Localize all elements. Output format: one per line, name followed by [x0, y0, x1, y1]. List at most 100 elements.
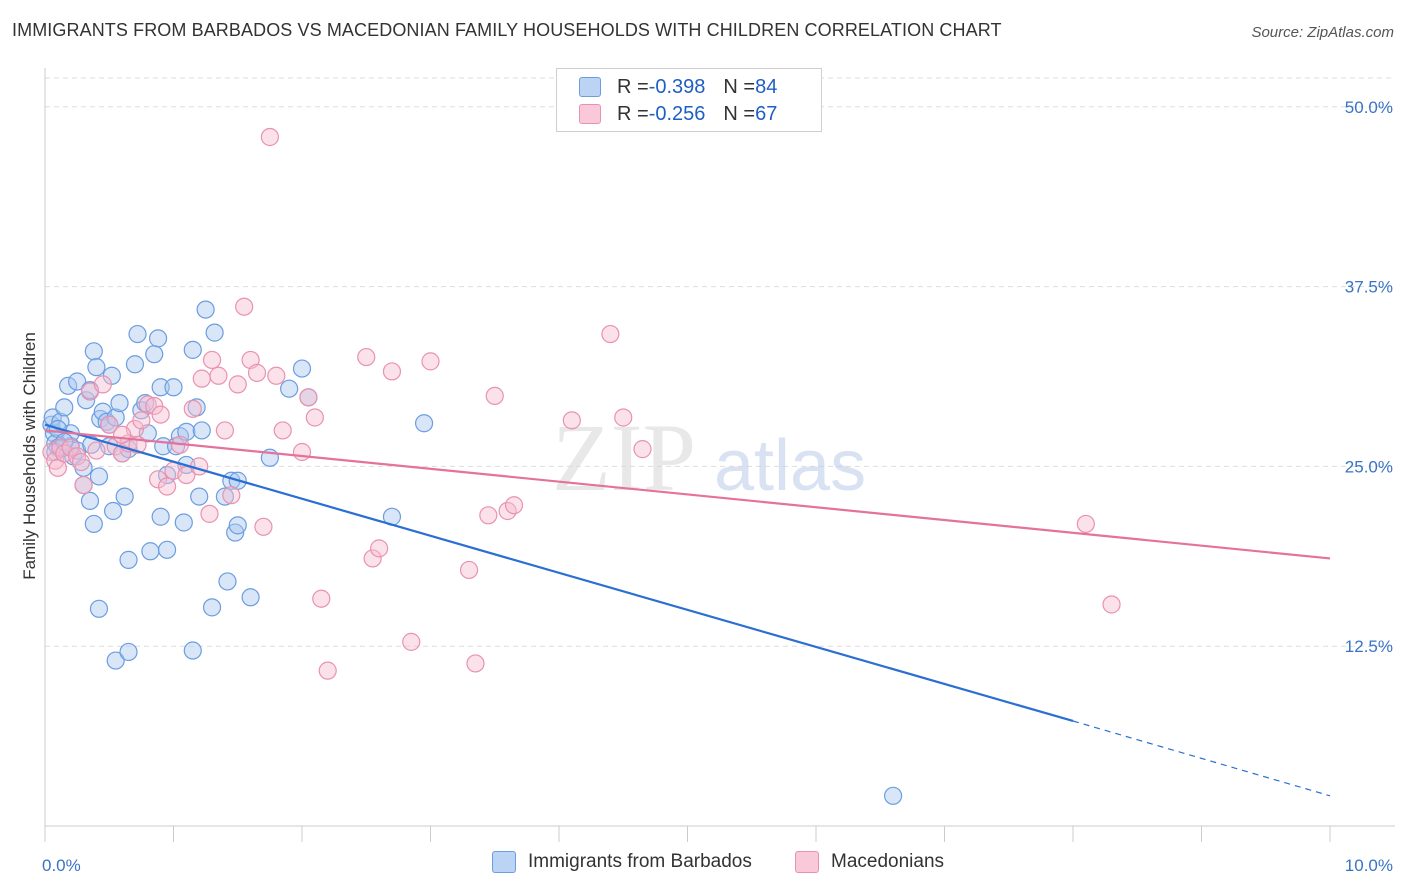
- series-swatch-pink: [795, 851, 819, 873]
- watermark: ZIP atlas: [552, 404, 866, 511]
- barbados-point: [89, 599, 109, 618]
- macedonian-point: [132, 411, 151, 430]
- macedonian-point: [183, 399, 202, 418]
- barbados-point: [59, 376, 78, 395]
- barbados-point: [202, 598, 222, 617]
- barbados-point: [97, 412, 116, 431]
- barbados-point: [215, 487, 234, 506]
- y-tick-label: 37.5%: [1345, 278, 1393, 297]
- macedonian-point: [93, 375, 112, 394]
- barbados-trendline-extension: [1072, 720, 1331, 797]
- barbados-point: [192, 421, 211, 440]
- barbados-point: [55, 398, 74, 417]
- macedonian-point: [1102, 595, 1121, 614]
- barbados-point: [87, 358, 106, 377]
- legend-n-value: 67: [755, 102, 778, 125]
- y-tick-label: 50.0%: [1345, 98, 1393, 117]
- macedonian-point: [614, 408, 633, 427]
- y-tick-label: 25.0%: [1345, 457, 1393, 476]
- macedonian-trendline: [44, 429, 1331, 560]
- macedonian-point: [562, 411, 581, 430]
- x-tick-label: 0.0%: [42, 856, 81, 875]
- macedonian-point: [192, 369, 211, 388]
- barbados-point: [82, 435, 101, 454]
- macedonian-point: [402, 632, 421, 651]
- legend-row-macedonians: R = -0.256 N = 67: [579, 102, 777, 126]
- barbados-point: [226, 523, 245, 542]
- barbados-point: [80, 491, 100, 511]
- macedonian-point: [305, 408, 324, 427]
- macedonian-point: [312, 589, 331, 608]
- barbados-point: [148, 329, 168, 348]
- legend-swatch-blue: [579, 77, 601, 97]
- barbados-point: [110, 393, 129, 413]
- legend-r-value: -0.398: [648, 75, 706, 98]
- barbados-point: [151, 378, 170, 397]
- barbados-point: [84, 514, 103, 534]
- legend-row-barbados: R = -0.398 N = 84: [579, 75, 777, 99]
- points-layer: [42, 127, 1121, 805]
- legend-r-value: -0.256: [648, 102, 706, 125]
- barbados-point: [145, 345, 164, 364]
- macedonian-point: [100, 415, 119, 434]
- barbados-point: [84, 342, 103, 361]
- barbados-point: [292, 359, 312, 378]
- macedonian-point: [421, 352, 440, 371]
- barbados-point: [119, 550, 138, 569]
- macedonian-point: [273, 421, 292, 440]
- barbados-point: [106, 408, 125, 427]
- chart-title: IMMIGRANTS FROM BARBADOS VS MACEDONIAN F…: [12, 20, 1002, 40]
- macedonian-point: [479, 506, 498, 525]
- macedonian-point: [202, 350, 222, 370]
- legend-n-label: N =: [723, 102, 756, 125]
- macedonian-point: [633, 440, 652, 459]
- tick-labels: 12.5% 25.0% 37.5% 50.0% 0.0% 10.0%: [42, 98, 1393, 875]
- barbados-point: [89, 467, 109, 486]
- barbados-point: [183, 641, 202, 660]
- macedonian-point: [504, 496, 524, 515]
- macedonian-point: [254, 517, 273, 536]
- barbados-point: [218, 572, 237, 591]
- barbados-point: [241, 588, 260, 607]
- macedonian-point: [235, 297, 254, 316]
- barbados-point: [106, 651, 125, 670]
- legend-swatch-pink: [579, 104, 601, 124]
- watermark-atlas: atlas: [714, 426, 866, 506]
- macedonian-point: [228, 375, 247, 394]
- macedonian-point: [357, 347, 376, 367]
- macedonian-point: [485, 386, 504, 405]
- legend-n-label: N =: [723, 75, 756, 98]
- barbados-point: [119, 642, 138, 662]
- barbados-point: [157, 540, 177, 559]
- macedonian-point: [112, 425, 132, 444]
- barbados-point: [196, 300, 215, 319]
- barbados-point: [164, 378, 183, 397]
- macedonian-point: [71, 452, 91, 472]
- barbados-point: [205, 323, 224, 342]
- macedonian-point: [260, 127, 279, 147]
- barbados-point: [414, 414, 434, 433]
- barbados-point: [125, 355, 145, 374]
- barbados-point: [128, 324, 147, 344]
- macedonian-point: [247, 363, 267, 382]
- barbados-point: [141, 542, 160, 561]
- barbados-point: [183, 340, 202, 359]
- barbados-point: [280, 379, 299, 398]
- macedonian-point: [200, 504, 219, 523]
- y-tick-label: 12.5%: [1345, 637, 1393, 656]
- barbados-trendline: [44, 423, 1074, 723]
- series-legend-barbados: Immigrants from Barbados: [492, 851, 752, 873]
- macedonian-point: [87, 441, 106, 460]
- macedonian-point: [267, 366, 286, 385]
- barbados-point: [228, 516, 247, 535]
- barbados-point: [51, 412, 70, 431]
- series-label-macedonians: Macedonians: [831, 851, 945, 872]
- series-swatch-blue: [492, 851, 516, 873]
- barbados-point: [115, 487, 134, 506]
- macedonian-point: [382, 362, 402, 381]
- macedonian-point: [363, 549, 382, 568]
- series-legend: Immigrants from Barbados Macedonians: [0, 851, 1406, 877]
- macedonian-point: [157, 477, 177, 496]
- series-legend-macedonians: Macedonians: [795, 851, 944, 873]
